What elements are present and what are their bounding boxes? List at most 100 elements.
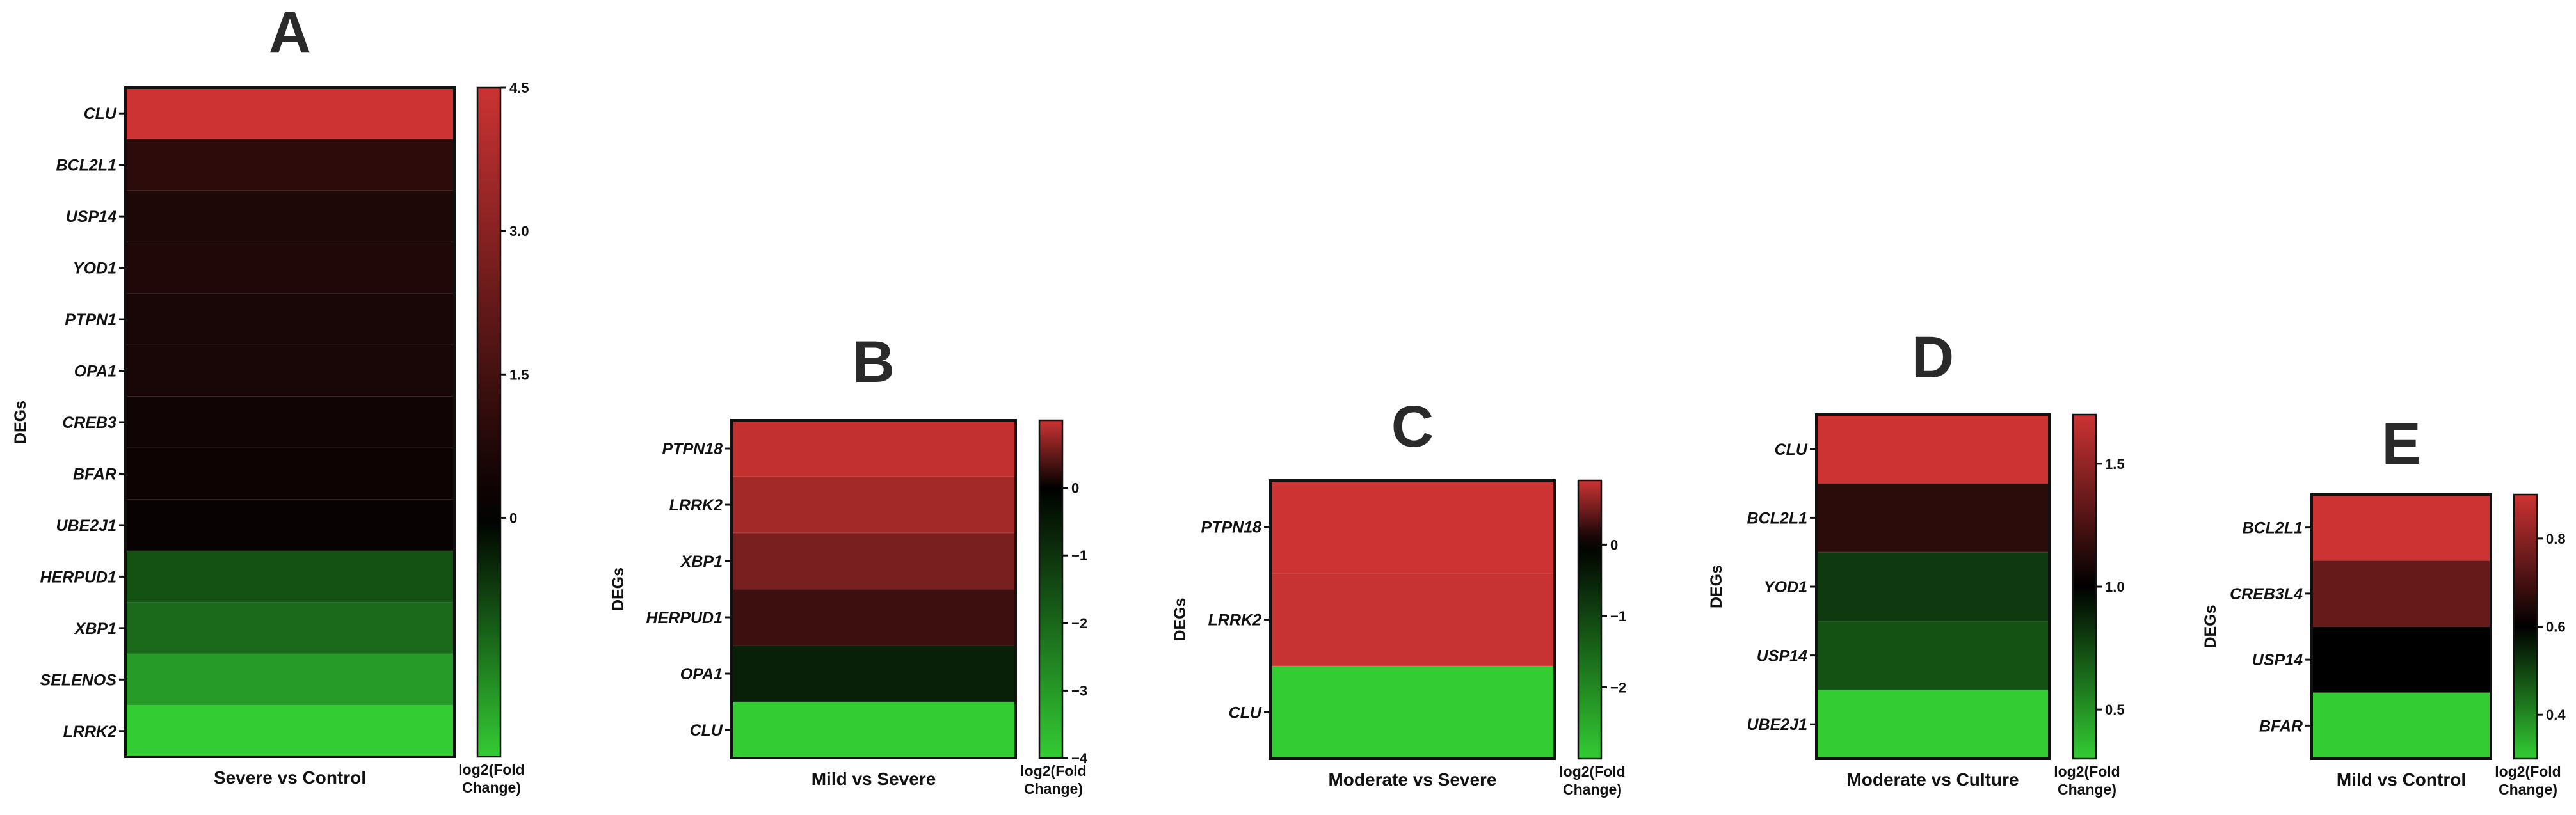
- heatmap-cell-opa1: [125, 345, 454, 397]
- heatmap-cell-creb3l4: [2312, 560, 2491, 627]
- gene-label: CLU: [1775, 441, 1808, 459]
- gene-label: OPA1: [680, 665, 723, 683]
- heatmap-cell-clu: [1270, 666, 1555, 759]
- heatmap-panel-d: D CLU BCL2L1 YOD1 USP14 UBE2J1 DEGs Moderate vs…: [1708, 325, 2125, 798]
- gene-label: BCL2L1: [1747, 509, 1807, 527]
- colorbar: [2513, 493, 2538, 760]
- y-axis-label: DEGs: [12, 400, 29, 444]
- gene-label: PTPN18: [662, 440, 723, 458]
- heatmap-cell-yod1: [1816, 552, 2049, 622]
- heatmap-frame: [124, 86, 456, 758]
- gene-label: UBE2J1: [56, 517, 117, 535]
- colorbar-tick-label: 0: [1071, 480, 1079, 496]
- colorbar-tick-label: 0.5: [2105, 702, 2125, 718]
- gene-label: XBP1: [680, 553, 723, 571]
- colorbar-tick-label: 1.5: [2105, 456, 2125, 472]
- gene-label: CREB3L4: [2230, 585, 2303, 603]
- colorbar-tick-label: 4.5: [509, 80, 529, 96]
- gene-label: BCL2L1: [56, 157, 116, 175]
- gene-label: HERPUD1: [646, 609, 723, 627]
- heatmap-cell-selenos: [125, 654, 454, 706]
- panel-letter: B: [852, 329, 895, 395]
- colorbar-title: log2(Fold: [1020, 763, 1086, 779]
- colorbar-title: Change): [462, 779, 521, 796]
- gene-label: CREB3: [62, 414, 116, 432]
- panel-letter: D: [1912, 325, 1954, 390]
- gene-label: LRRK2: [1208, 612, 1261, 629]
- heatmap-cell-ube2j1: [125, 499, 454, 551]
- gene-label: USP14: [2252, 651, 2303, 669]
- gene-label: OPA1: [74, 363, 116, 381]
- heatmap-cell-usp14: [1816, 621, 2049, 690]
- heatmap-cell-usp14: [125, 190, 454, 242]
- gene-label: PTPN18: [1201, 519, 1262, 537]
- panel-letter: C: [1391, 394, 1434, 459]
- heatmap-frame: [1815, 413, 2051, 760]
- heatmap-cell-bfar: [125, 448, 454, 500]
- heatmap-cell-bfar: [2312, 692, 2491, 759]
- colorbar-tick-label: −1: [1610, 608, 1626, 624]
- heatmap-frame: [2310, 493, 2492, 760]
- heatmap-cell-bcl2l1: [125, 139, 454, 191]
- colorbar: [476, 86, 502, 758]
- x-axis-label: Severe vs Control: [214, 768, 366, 787]
- heatmap-cell-herpud1: [125, 551, 454, 603]
- heatmap-cell-herpud1: [732, 589, 1016, 646]
- gene-label: BFAR: [2259, 717, 2303, 735]
- x-axis-label: Moderate vs Severe: [1328, 770, 1496, 789]
- heatmap-cell-ptpn18: [1270, 480, 1555, 574]
- heatmap-panel-b: B PTPN18 LRRK2 XBP1 HERPUD1 OPA1 CLU DEGs Mild v…: [609, 329, 1088, 797]
- gene-label: UBE2J1: [1747, 716, 1808, 734]
- colorbar-tick-label: 1.5: [509, 367, 529, 383]
- gene-label: CLU: [1229, 704, 1262, 722]
- heatmap-cell-clu: [1816, 415, 2049, 484]
- heatmap-cell-lrrk2: [732, 477, 1016, 534]
- heatmap-cell-bcl2l1: [1816, 483, 2049, 553]
- panel-letter: E: [2381, 411, 2420, 477]
- heatmap-panel-c: C PTPN18 LRRK2 CLU DEGs Moderate vs Severe −2 −…: [1171, 394, 1626, 798]
- gene-label: YOD1: [1764, 578, 1807, 596]
- gene-label: XBP1: [74, 620, 116, 638]
- heatmap-cell-xbp1: [125, 602, 454, 654]
- heatmap-cell-creb3: [125, 396, 454, 448]
- colorbar-title: Change): [2058, 781, 2116, 798]
- heatmap-cell-usp14: [2312, 626, 2491, 693]
- y-axis-label: DEGs: [1708, 565, 1725, 608]
- colorbar-tick-label: −4: [1071, 750, 1088, 766]
- heatmap-cell-ptpn18: [732, 420, 1016, 477]
- heatmap-cell-lrrk2: [125, 705, 454, 757]
- colorbar-tick-label: 3.0: [509, 223, 529, 239]
- heatmap-panel-a: A CLU BCL2L1 USP14 YOD1 PTPN1 OPA1 CREB3 BFAR UBE…: [12, 0, 529, 796]
- heatmap-cell-clu: [732, 702, 1016, 759]
- gene-label: HERPUD1: [40, 568, 116, 586]
- colorbar: [1577, 479, 1603, 760]
- colorbar-tick-label: 0.6: [2546, 619, 2566, 635]
- gene-label: YOD1: [73, 260, 116, 278]
- heatmap-cell-lrrk2: [1270, 573, 1555, 667]
- gene-label: CLU: [84, 105, 117, 123]
- gene-label: USP14: [66, 208, 116, 226]
- x-axis-label: Moderate vs Culture: [1846, 770, 2019, 789]
- heatmap-frame: [1269, 479, 1556, 760]
- colorbar-tick-label: 0: [1610, 537, 1618, 553]
- colorbar-tick-label: 0: [509, 510, 517, 526]
- colorbar-title: Change): [2499, 781, 2557, 798]
- heatmap-cell-opa1: [732, 645, 1016, 702]
- gene-label: BFAR: [73, 465, 116, 483]
- heatmap-cell-ptpn1: [125, 293, 454, 345]
- x-axis-label: Mild vs Severe: [812, 769, 936, 789]
- gene-label: USP14: [1757, 647, 1807, 665]
- gene-label: LRRK2: [63, 723, 116, 741]
- colorbar-tick-label: 0.8: [2546, 531, 2566, 547]
- colorbar-tick-label: −2: [1071, 615, 1087, 631]
- heatmap-panel-e: E BCL2L1 CREB3L4 USP14 BFAR DEGs Mild vs Contr…: [2202, 411, 2566, 798]
- x-axis-label: Mild vs Control: [2337, 770, 2466, 789]
- gene-label: SELENOS: [40, 671, 117, 689]
- heatmap-frame: [730, 419, 1017, 759]
- colorbar-title: log2(Fold: [1559, 763, 1625, 780]
- heatmap-cell-bcl2l1: [2312, 495, 2491, 561]
- colorbar-title: Change): [1563, 781, 1622, 798]
- colorbar-title: Change): [1024, 780, 1083, 797]
- y-axis-label: DEGs: [1171, 597, 1189, 641]
- colorbar-title: log2(Fold: [2054, 763, 2120, 780]
